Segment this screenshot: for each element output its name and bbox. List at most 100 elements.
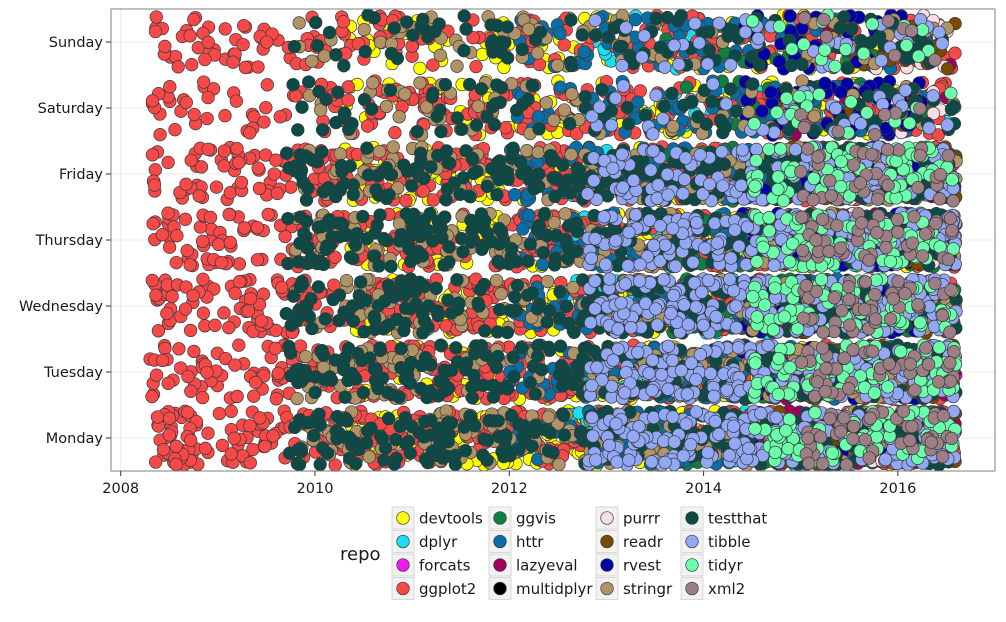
point-ggplot2 xyxy=(217,159,231,173)
point-ggplot2 xyxy=(254,314,269,328)
point-ggplot2 xyxy=(217,144,231,158)
point-ggplot2 xyxy=(243,291,258,306)
point-ggplot2 xyxy=(243,126,257,140)
point-ggplot2 xyxy=(160,306,174,321)
point-devtools xyxy=(413,61,427,75)
point-ggplot2 xyxy=(198,52,212,67)
point-ggplot2 xyxy=(195,234,210,248)
point-ggplot2 xyxy=(289,89,303,103)
point-ggplot2 xyxy=(178,212,193,226)
point-ggplot2 xyxy=(388,126,402,140)
point-httr xyxy=(553,26,567,41)
point-ggplot2 xyxy=(149,368,164,382)
point-ggplot2 xyxy=(149,455,163,469)
point-ggplot2 xyxy=(341,93,355,107)
point-ggplot2 xyxy=(222,207,236,222)
point-ggplot2 xyxy=(165,289,179,304)
point-ggplot2 xyxy=(179,95,193,110)
point-ggplot2 xyxy=(208,318,222,332)
point-ggplot2 xyxy=(260,78,274,92)
point-ggplot2 xyxy=(150,410,165,424)
point-ggplot2 xyxy=(633,84,647,98)
point-ggplot2 xyxy=(149,288,163,302)
data-points xyxy=(143,8,963,472)
point-ggplot2 xyxy=(232,155,246,170)
point-ggplot2 xyxy=(183,29,197,43)
point-ggplot2 xyxy=(230,142,244,156)
point-ggplot2 xyxy=(201,142,215,156)
point-ggplot2 xyxy=(270,186,285,201)
point-ggplot2 xyxy=(223,235,237,250)
point-httr xyxy=(508,188,522,202)
point-ggplot2 xyxy=(155,353,170,368)
point-ggplot2 xyxy=(229,94,243,108)
point-ggplot2 xyxy=(226,55,240,69)
point-ggplot2 xyxy=(187,107,201,122)
point-ggplot2 xyxy=(223,186,237,200)
point-ggplot2 xyxy=(269,153,283,167)
point-ggplot2 xyxy=(243,456,257,470)
point-ggplot2 xyxy=(218,22,232,36)
point-ggplot2 xyxy=(183,258,197,272)
point-ggplot2 xyxy=(251,60,265,74)
point-ggplot2 xyxy=(172,342,186,356)
point-ggplot2 xyxy=(181,369,195,384)
point-ggplot2 xyxy=(201,35,215,49)
point-ggplot2 xyxy=(228,286,242,300)
point-ggplot2 xyxy=(169,255,183,270)
point-ggplot2 xyxy=(185,58,199,72)
point-httr xyxy=(535,257,550,272)
point-ggplot2 xyxy=(184,384,198,398)
point-ggplot2 xyxy=(178,302,193,316)
point-httr xyxy=(553,80,567,94)
point-ggplot2 xyxy=(181,405,195,420)
point-ggplot2 xyxy=(146,217,160,231)
point-ggplot2 xyxy=(153,127,167,142)
point-ggplot2 xyxy=(217,306,231,320)
point-ggplot2 xyxy=(180,244,194,258)
point-httr xyxy=(531,110,546,124)
point-ggplot2 xyxy=(499,121,513,135)
point-ggplot2 xyxy=(267,167,281,181)
point-ggplot2 xyxy=(198,441,213,456)
point-ggplot2 xyxy=(151,324,166,338)
point-ggplot2 xyxy=(273,110,287,124)
point-ggplot2 xyxy=(228,358,242,372)
point-ggplot2 xyxy=(148,163,162,177)
point-ggplot2 xyxy=(224,404,238,418)
point-ggplot2 xyxy=(200,365,214,380)
point-ggplot2 xyxy=(187,344,201,359)
point-ggplot2 xyxy=(195,390,210,405)
point-ggplot2 xyxy=(155,228,169,242)
point-ggplot2 xyxy=(236,37,250,52)
point-ggplot2 xyxy=(168,123,182,137)
point-ggplot2 xyxy=(156,442,171,457)
point-ggplot2 xyxy=(237,19,251,33)
point-ggplot2 xyxy=(196,306,211,320)
point-ggplot2 xyxy=(260,35,274,49)
point-ggplot2 xyxy=(147,178,162,192)
point-ggplot2 xyxy=(183,323,198,338)
point-ggplot2 xyxy=(148,24,163,39)
point-ggplot2 xyxy=(261,207,275,222)
point-ggplot2 xyxy=(237,221,251,235)
point-ggplot2 xyxy=(360,119,375,133)
point-ggplot2 xyxy=(232,257,247,271)
point-ggplot2 xyxy=(238,60,253,75)
point-ggplot2 xyxy=(230,389,244,404)
point-ggplot2 xyxy=(399,194,413,208)
point-ggplot2 xyxy=(201,426,215,440)
point-ggplot2 xyxy=(232,338,246,352)
point-ggplot2 xyxy=(184,153,198,167)
point-ggplot2 xyxy=(214,255,229,270)
point-ggplot2 xyxy=(253,411,267,425)
point-ggplot2 xyxy=(266,429,280,443)
point-ggplot2 xyxy=(250,220,264,235)
point-ggplot2 xyxy=(227,431,241,445)
point-ggplot2 xyxy=(212,406,227,421)
point-ggplot2 xyxy=(469,59,483,74)
point-ggplot2 xyxy=(570,127,584,141)
point-ggplot2 xyxy=(145,389,159,404)
point-ggplot2 xyxy=(196,272,210,286)
point-ggplot2 xyxy=(169,457,183,471)
